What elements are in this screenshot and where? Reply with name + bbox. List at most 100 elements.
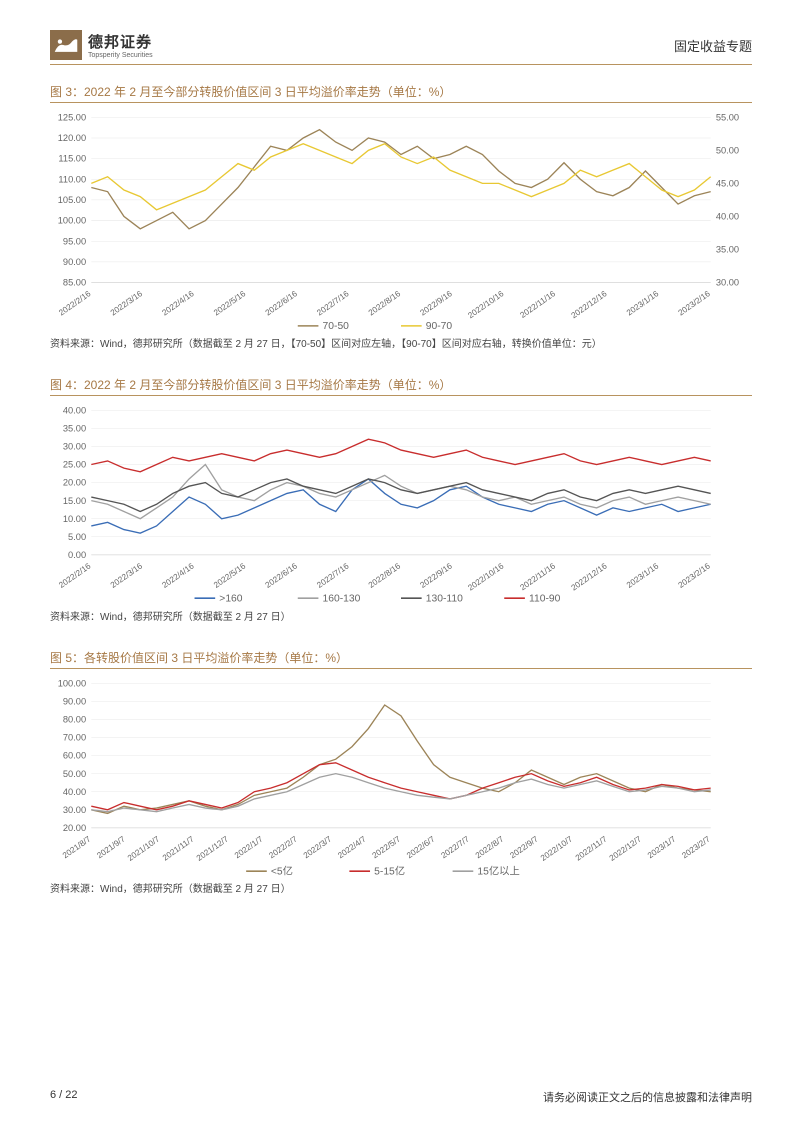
svg-text:2022/10/7: 2022/10/7 xyxy=(539,834,575,863)
svg-text:2022/4/16: 2022/4/16 xyxy=(160,561,196,590)
svg-text:2022/3/7: 2022/3/7 xyxy=(302,834,334,860)
svg-text:2023/1/7: 2023/1/7 xyxy=(646,834,678,860)
svg-text:70.00: 70.00 xyxy=(63,732,86,742)
svg-text:50.00: 50.00 xyxy=(63,768,86,778)
svg-text:2023/1/16: 2023/1/16 xyxy=(625,561,661,590)
svg-text:60.00: 60.00 xyxy=(63,750,86,760)
figure-title: 图 4：2022 年 2 月至今部分转股价值区间 3 日平均溢价率走势（单位：%… xyxy=(50,376,752,396)
svg-text:2022/10/16: 2022/10/16 xyxy=(466,561,505,592)
svg-text:15.00: 15.00 xyxy=(63,496,86,506)
chart: 20.00 30.00 40.00 50.00 60.00 70.00 80.00 90.00… xyxy=(50,673,752,879)
svg-text:2023/1/16: 2023/1/16 xyxy=(625,289,661,318)
svg-text:15亿以上: 15亿以上 xyxy=(477,864,519,877)
svg-text:2022/5/7: 2022/5/7 xyxy=(371,834,403,860)
svg-text:115.00: 115.00 xyxy=(58,154,86,164)
svg-text:2022/2/16: 2022/2/16 xyxy=(57,289,93,318)
svg-text:35.00: 35.00 xyxy=(716,245,739,255)
page-header: 德邦证券 Topsperity Securities 固定收益专题 xyxy=(50,30,752,65)
svg-text:2023/2/16: 2023/2/16 xyxy=(677,289,713,318)
figure-3: 图 3：2022 年 2 月至今部分转股价值区间 3 日平均溢价率走势（单位：%… xyxy=(50,83,752,352)
logo-sub-text: Topsperity Securities xyxy=(88,52,153,59)
svg-text:40.00: 40.00 xyxy=(716,212,739,222)
svg-text:110.00: 110.00 xyxy=(58,174,86,184)
svg-text:2022/12/16: 2022/12/16 xyxy=(570,289,609,320)
svg-text:2022/9/7: 2022/9/7 xyxy=(508,834,540,860)
figure-source: 资料来源：Wind，德邦研究所（数据截至 2 月 27 日） xyxy=(50,882,752,897)
figure-title: 图 3：2022 年 2 月至今部分转股价值区间 3 日平均溢价率走势（单位：%… xyxy=(50,83,752,103)
figure-source: 资料来源：Wind，德邦研究所（数据截至 2 月 27 日） xyxy=(50,610,752,625)
svg-text:130-110: 130-110 xyxy=(426,593,463,604)
svg-text:30.00: 30.00 xyxy=(63,804,86,814)
page-footer: 6 / 22 请务必阅读正文之后的信息披露和法律声明 xyxy=(50,1089,752,1105)
svg-text:80.00: 80.00 xyxy=(63,714,86,724)
svg-text:2022/7/7: 2022/7/7 xyxy=(439,834,471,860)
svg-text:2022/4/16: 2022/4/16 xyxy=(160,289,196,318)
svg-text:100.00: 100.00 xyxy=(58,678,86,688)
svg-text:2022/6/16: 2022/6/16 xyxy=(264,289,300,318)
svg-text:95.00: 95.00 xyxy=(63,236,86,246)
svg-text:160-130: 160-130 xyxy=(323,593,361,604)
svg-text:2022/12/7: 2022/12/7 xyxy=(608,834,644,863)
svg-text:2023/2/16: 2023/2/16 xyxy=(677,561,713,590)
figure-title: 图 5：各转股价值区间 3 日平均溢价率走势（单位：%） xyxy=(50,649,752,669)
svg-text:20.00: 20.00 xyxy=(63,823,86,833)
svg-text:5.00: 5.00 xyxy=(68,532,86,542)
svg-text:20.00: 20.00 xyxy=(63,478,86,488)
svg-text:2022/12/16: 2022/12/16 xyxy=(570,561,609,592)
page-number: 6 / 22 xyxy=(50,1089,78,1105)
svg-text:2022/9/16: 2022/9/16 xyxy=(419,561,455,590)
svg-text:40.00: 40.00 xyxy=(63,406,86,416)
svg-text:2021/9/7: 2021/9/7 xyxy=(95,834,127,860)
svg-text:45.00: 45.00 xyxy=(716,178,739,188)
chart: 0.00 5.00 10.00 15.00 20.00 25.00 30.00 35.00 40… xyxy=(50,400,752,606)
svg-text:100.00: 100.00 xyxy=(58,216,86,226)
svg-text:55.00: 55.00 xyxy=(716,112,739,122)
svg-text:30.00: 30.00 xyxy=(716,278,739,288)
figure-4: 图 4：2022 年 2 月至今部分转股价值区间 3 日平均溢价率走势（单位：%… xyxy=(50,376,752,624)
svg-text:30.00: 30.00 xyxy=(63,442,86,452)
svg-text:>160: >160 xyxy=(219,593,242,604)
svg-text:90.00: 90.00 xyxy=(63,257,86,267)
svg-text:2022/3/16: 2022/3/16 xyxy=(109,561,145,590)
svg-text:10.00: 10.00 xyxy=(63,514,86,524)
figure-5: 图 5：各转股价值区间 3 日平均溢价率走势（单位：%） 20.00 30.00 40… xyxy=(50,649,752,897)
chart: 85.0090.0095.00100.00105.00110.00115.001… xyxy=(50,107,752,334)
svg-text:2022/3/16: 2022/3/16 xyxy=(109,289,145,318)
figure-source: 资料来源：Wind，德邦研究所（数据截至 2 月 27 日，【70-50】区间对… xyxy=(50,337,752,352)
logo-icon xyxy=(50,30,82,60)
disclaimer: 请务必阅读正文之后的信息披露和法律声明 xyxy=(543,1089,752,1105)
logo: 德邦证券 Topsperity Securities xyxy=(50,30,153,60)
svg-text:25.00: 25.00 xyxy=(63,460,86,470)
svg-text:2022/6/7: 2022/6/7 xyxy=(405,834,437,860)
svg-text:2022/5/16: 2022/5/16 xyxy=(212,289,248,318)
svg-text:2022/8/7: 2022/8/7 xyxy=(474,834,506,860)
svg-text:35.00: 35.00 xyxy=(63,424,86,434)
svg-text:110-90: 110-90 xyxy=(529,593,561,604)
svg-text:2022/7/16: 2022/7/16 xyxy=(315,289,351,318)
svg-text:2021/10/7: 2021/10/7 xyxy=(126,834,162,863)
svg-text:5-15亿: 5-15亿 xyxy=(374,864,405,877)
svg-text:2022/11/16: 2022/11/16 xyxy=(519,561,558,592)
header-category: 固定收益专题 xyxy=(674,36,752,55)
svg-text:2022/11/16: 2022/11/16 xyxy=(519,289,558,320)
svg-text:2022/9/16: 2022/9/16 xyxy=(419,289,455,318)
svg-text:2021/12/7: 2021/12/7 xyxy=(195,834,231,863)
svg-text:105.00: 105.00 xyxy=(58,195,86,205)
svg-text:2022/8/16: 2022/8/16 xyxy=(367,289,403,318)
svg-text:90.00: 90.00 xyxy=(63,696,86,706)
svg-text:2023/2/7: 2023/2/7 xyxy=(680,834,712,860)
svg-text:2022/4/7: 2022/4/7 xyxy=(336,834,368,860)
svg-text:2022/2/16: 2022/2/16 xyxy=(57,561,93,590)
svg-text:0.00: 0.00 xyxy=(68,550,86,560)
svg-text:70-50: 70-50 xyxy=(323,321,350,332)
logo-main-text: 德邦证券 xyxy=(88,31,153,52)
svg-text:120.00: 120.00 xyxy=(58,133,86,143)
svg-text:2022/7/16: 2022/7/16 xyxy=(315,561,351,590)
svg-text:2022/10/16: 2022/10/16 xyxy=(466,289,505,320)
svg-text:2022/1/7: 2022/1/7 xyxy=(233,834,265,860)
svg-text:2022/2/7: 2022/2/7 xyxy=(267,834,299,860)
svg-text:2022/6/16: 2022/6/16 xyxy=(264,561,300,590)
svg-text:<5亿: <5亿 xyxy=(271,864,293,877)
svg-text:40.00: 40.00 xyxy=(63,786,86,796)
svg-text:50.00: 50.00 xyxy=(716,145,739,155)
